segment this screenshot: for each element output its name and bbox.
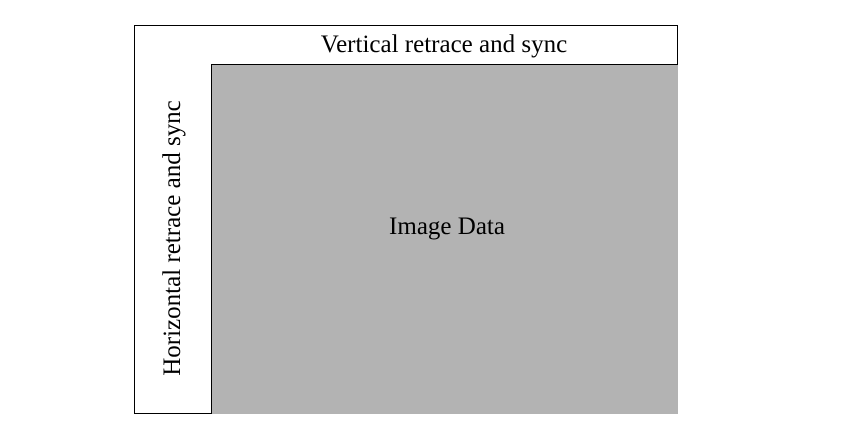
- horizontal-retrace-label: Horizontal retrace and sync: [159, 100, 186, 376]
- image-data-region: Image Data: [211, 64, 678, 414]
- display-frame: Vertical retrace and sync Horizontal ret…: [134, 25, 678, 414]
- vertical-retrace-label: Vertical retrace and sync: [320, 31, 568, 58]
- horizontal-retrace-region: Horizontal retrace and sync: [135, 64, 211, 413]
- image-data-label: Image Data: [389, 212, 505, 240]
